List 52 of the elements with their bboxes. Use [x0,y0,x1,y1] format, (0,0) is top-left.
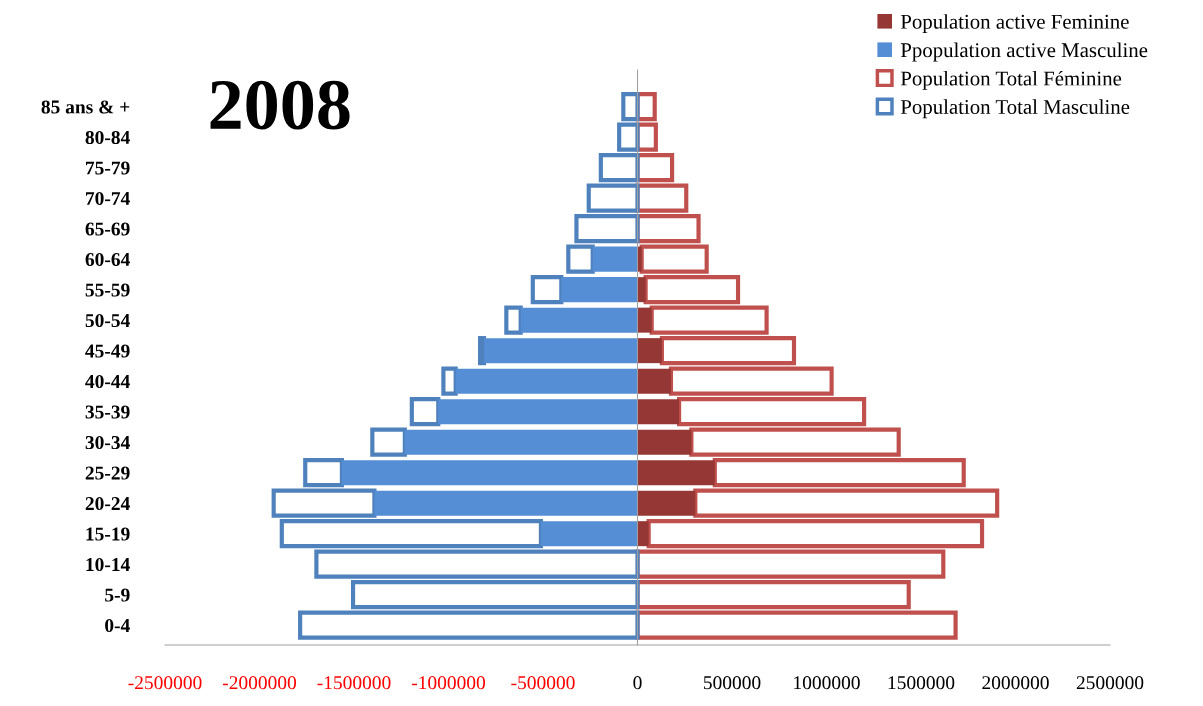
bar [637,521,649,547]
y-tick-label: 30-34 [85,435,130,450]
y-tick-label: 20-24 [85,496,130,511]
bar [637,307,652,333]
bar [637,460,715,486]
x-tick-label: 2000000 [982,676,1049,690]
y-tick-label: 80-84 [85,130,130,145]
x-tick-label: 2500000 [1076,676,1144,690]
y-tick-label: 45-49 [85,344,130,358]
y-tick-label: 55-59 [85,283,130,297]
bar [637,277,646,303]
bar [637,429,692,455]
y-tick-label: 65-69 [85,222,130,236]
bar [637,246,642,272]
y-tick-label: 5-9 [105,588,130,602]
y-tick-label: 10-14 [86,557,130,572]
y-tick-label: 85 ans & + [41,100,130,114]
chart-title: 2008 [210,80,350,130]
y-tick-label: 35-39 [85,405,130,419]
bar [592,246,638,272]
y-tick-label: 0-4 [105,618,130,633]
legend-label: Population active Feminine [900,14,1129,34]
bar [438,399,638,425]
y-tick-label: 50-54 [85,313,130,328]
bar [374,490,638,516]
bar [520,307,638,333]
y-tick-label: 70-74 [86,191,130,206]
y-tick-label: 15-19 [86,527,130,541]
bar [637,338,662,364]
x-tick-label: -1000000 [411,676,486,690]
bar [341,460,638,486]
y-tick-label: 60-64 [85,252,130,267]
x-tick-label: -500000 [511,676,575,690]
x-tick-label: -1500000 [317,676,391,690]
legend-label: Ppopulation active Masculine [900,42,1148,62]
bar [637,490,696,516]
legend-label: Population Total Féminine [900,70,1122,90]
bar [637,368,671,394]
bar [561,277,638,303]
y-tick-label: 25-29 [85,466,130,480]
y-tick-label: 40-44 [85,374,130,389]
x-tick-label: 500000 [703,676,761,690]
x-tick-label: -2000000 [222,676,297,690]
y-tick-label: 75-79 [86,161,130,175]
bar [455,368,638,394]
bar [404,429,638,455]
x-tick-label: 1000000 [794,676,860,690]
x-tick-label: 0 [633,676,642,690]
bar [637,399,680,425]
x-tick-label: -2500000 [128,676,202,690]
legend-label: Population Total Masculine [900,99,1130,119]
x-tick-label: 1500000 [888,676,955,690]
